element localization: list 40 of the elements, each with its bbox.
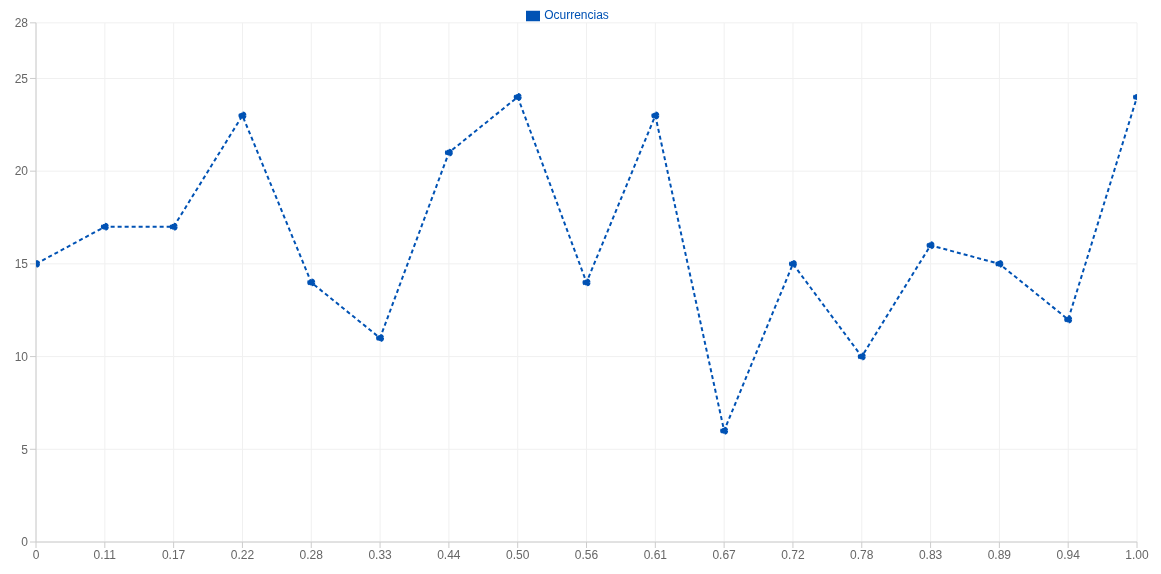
point (169, 222, 178, 231)
x-tick-label: 0.11 (93, 547, 117, 562)
x-tick-label: 0.61 (643, 547, 668, 562)
point (720, 426, 729, 435)
point (100, 222, 109, 231)
y-tick-label: 10 (14, 349, 29, 364)
legend-label: Ocurrencias (544, 8, 609, 22)
x-tick-label: 0.56 (574, 547, 599, 562)
point (238, 111, 247, 120)
point (788, 259, 797, 268)
point (995, 259, 1004, 268)
point (651, 111, 660, 120)
x-tick-label: 0.67 (712, 547, 737, 562)
x-tick-label: 0.94 (1056, 547, 1081, 562)
y-tick-label: 20 (14, 164, 29, 179)
x-tick-label: 0.83 (918, 547, 943, 562)
x-tick-label: 0.78 (850, 547, 874, 562)
x-tick-label: 0.44 (437, 547, 461, 562)
x-tick-label: 0 (32, 547, 40, 562)
x-tick-label: 1.00 (1125, 547, 1149, 562)
x-tick-label: 0.28 (299, 547, 324, 562)
y-tick-label: 28 (14, 16, 29, 31)
point (582, 278, 591, 287)
point (376, 334, 385, 343)
x-tick-label: 0.22 (230, 547, 255, 562)
point (1064, 315, 1073, 324)
x-tick-label: 0.89 (987, 547, 1012, 562)
point (444, 148, 453, 157)
y-tick-label: 25 (14, 71, 29, 86)
x-tick-label: 0.72 (781, 547, 805, 562)
x-tick-label: 0.33 (368, 547, 393, 562)
x-tick-label: 0.17 (161, 547, 186, 562)
point (513, 93, 522, 101)
y-tick-label: 0 (21, 535, 29, 550)
point (857, 352, 866, 361)
y-tick-label: 5 (21, 442, 29, 457)
point (307, 278, 316, 287)
x-tick-label: 0.50 (506, 547, 530, 562)
y-tick-label: 15 (14, 257, 29, 272)
point (926, 241, 935, 250)
